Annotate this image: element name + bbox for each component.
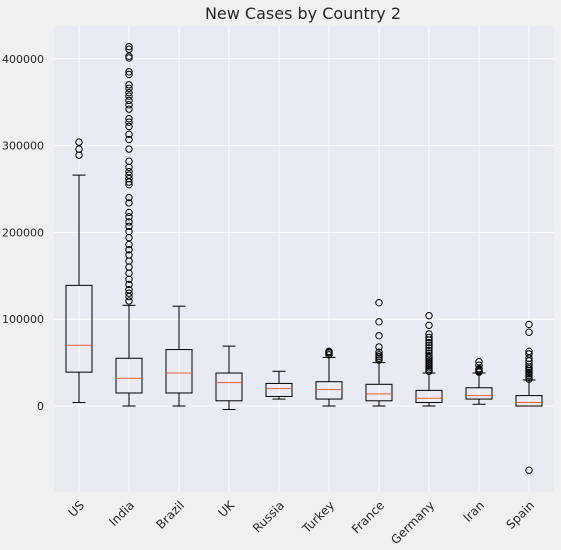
y-tick-label: 400000 <box>2 53 44 66</box>
outlier-india <box>125 114 133 123</box>
outlier-india <box>125 122 133 131</box>
outlier-india <box>125 199 133 207</box>
outlier-iran <box>475 361 483 369</box>
outlier-spain <box>525 347 533 356</box>
outlier-germany <box>425 338 433 347</box>
outlier-india <box>125 68 133 76</box>
chart-title: New Cases by Country 2 <box>205 4 401 23</box>
outlier-germany <box>425 312 433 320</box>
outlier-france <box>375 348 383 356</box>
box-iran <box>465 387 493 400</box>
box-france <box>365 383 393 402</box>
x-tick-label-brazil: Brazil <box>154 498 188 532</box>
x-tick-label-germany: Germany <box>388 498 437 547</box>
outlier-india <box>125 118 133 126</box>
outlier-spain <box>525 350 533 358</box>
outlier-germany <box>425 351 433 360</box>
outlier-india <box>125 42 133 51</box>
y-tick-label: 200000 <box>2 226 44 239</box>
outlier-us <box>75 138 83 146</box>
outlier-india <box>125 297 133 305</box>
outlier-spain <box>525 354 533 362</box>
outlier-germany <box>425 344 433 352</box>
box-russia <box>265 382 293 397</box>
outlier-spain <box>525 320 533 329</box>
outlier-germany <box>425 341 433 349</box>
outlier-india <box>125 45 133 53</box>
outlier-india <box>125 70 133 79</box>
outlier-india <box>125 285 133 294</box>
outlier-india <box>125 240 133 249</box>
outlier-spain <box>525 328 533 336</box>
x-tick-label-iran: Iran <box>461 498 487 524</box>
outlier-india <box>125 227 133 236</box>
outlier-india <box>125 222 133 231</box>
x-tick-label-india: India <box>106 498 137 529</box>
outlier-india <box>125 280 133 289</box>
x-tick-label-turkey: Turkey <box>299 498 337 536</box>
box-india <box>115 357 143 394</box>
outlier-france <box>375 331 383 340</box>
y-tick-label: 300000 <box>2 140 44 153</box>
outlier-france <box>375 318 383 326</box>
x-tick-label-france: France <box>349 498 387 536</box>
plot-area <box>54 26 554 492</box>
x-tick-label-spain: Spain <box>504 498 538 532</box>
outlier-india <box>125 145 133 153</box>
box-germany <box>415 389 443 404</box>
outlier-india <box>125 105 133 113</box>
outlier-india <box>125 167 133 176</box>
outlier-india <box>125 81 133 89</box>
outlier-india <box>125 251 133 259</box>
box-turkey <box>315 381 343 400</box>
outlier-india <box>125 178 133 186</box>
outlier-india <box>125 218 133 226</box>
outlier-india <box>125 289 133 297</box>
outlier-france <box>375 343 383 351</box>
outlier-india <box>125 130 133 139</box>
y-tick-label: 100000 <box>2 313 44 326</box>
outlier-spain <box>525 466 533 474</box>
outlier-germany <box>425 349 433 357</box>
y-tick-label: 0 <box>37 400 44 413</box>
outlier-india <box>125 171 133 179</box>
outlier-spain <box>525 357 533 365</box>
outlier-india <box>125 88 133 97</box>
box-us <box>65 284 93 373</box>
outlier-iran <box>475 358 483 366</box>
outlier-india <box>125 101 133 109</box>
outlier-france <box>375 351 383 359</box>
outlier-india <box>125 292 133 301</box>
outlier-germany <box>425 330 433 338</box>
outlier-india <box>125 157 133 165</box>
x-tick-label-russia: Russia <box>250 498 287 535</box>
outlier-india <box>125 135 133 144</box>
outlier-india <box>125 96 133 105</box>
outlier-us <box>75 145 83 153</box>
outlier-iran <box>475 364 483 373</box>
outlier-india <box>125 52 133 60</box>
outlier-germany <box>425 333 433 342</box>
outlier-india <box>125 84 133 93</box>
x-tick-label-us: US <box>66 498 88 520</box>
outlier-germany <box>425 321 433 329</box>
outlier-turkey <box>325 347 333 356</box>
x-tick-label-uk: UK <box>215 497 237 519</box>
box-brazil <box>165 349 193 394</box>
outlier-india <box>125 92 133 100</box>
outlier-india <box>125 193 133 202</box>
outlier-france <box>375 299 383 307</box>
outlier-germany <box>425 346 433 355</box>
outlier-india <box>125 174 133 183</box>
box-spain <box>515 395 543 407</box>
outlier-india <box>125 213 133 221</box>
outlier-india <box>125 246 133 254</box>
outlier-india <box>125 208 133 217</box>
box-uk <box>215 372 243 402</box>
